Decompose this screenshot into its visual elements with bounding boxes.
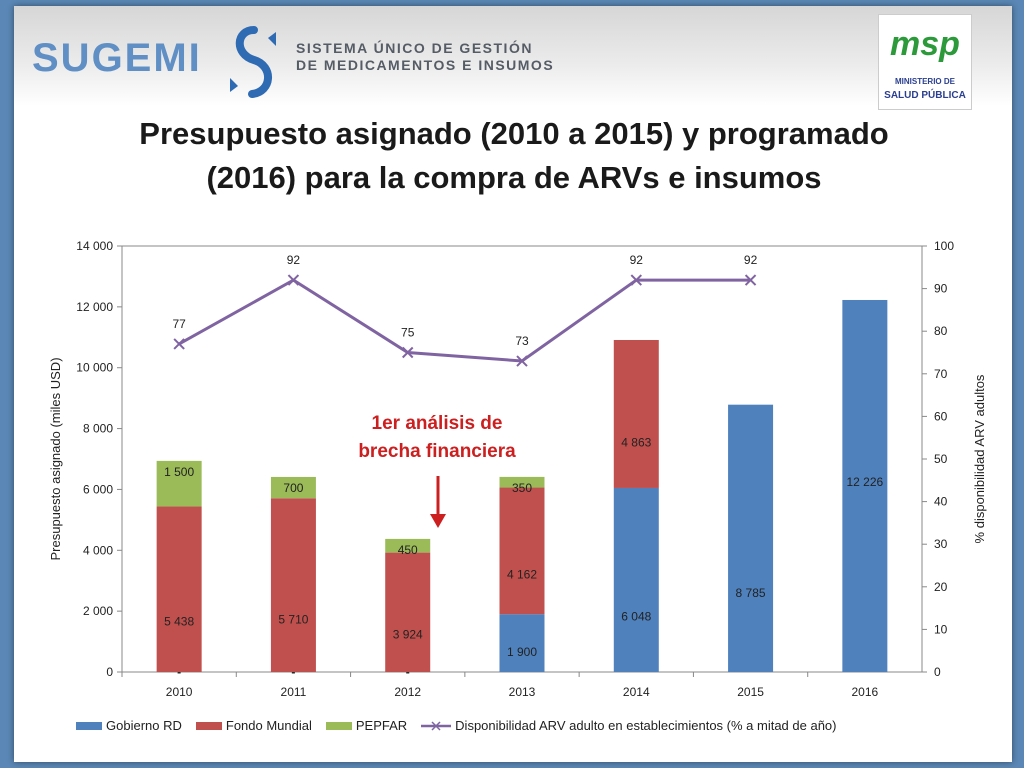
legend-swatch-fondo <box>195 721 222 730</box>
data-label-gobierno: 8 785 <box>736 586 766 600</box>
y2-tick-label: 30 <box>934 537 948 551</box>
sugemi-tagline-line1: SISTEMA ÚNICO DE GESTIÓN <box>296 40 533 56</box>
bar-fondo <box>499 487 545 615</box>
chart-legend: Gobierno RD Fondo Mundial PEPFAR Disponi… <box>76 718 976 733</box>
y-tick-label: 2 000 <box>83 604 113 618</box>
gap-annotation-line1: 1er análisis de <box>371 413 503 434</box>
data-label-pepfar: 450 <box>398 543 418 557</box>
availability-marker <box>173 338 185 350</box>
y2-tick-label: 50 <box>934 452 948 466</box>
x-tick-label: 2016 <box>852 685 879 699</box>
availability-marker <box>516 355 528 367</box>
ministry-logo-line1: MINISTERIO DE <box>894 77 955 86</box>
legend-label-gobierno: Gobierno RD <box>106 718 182 733</box>
slide-title-line1: Presupuesto asignado (2010 a 2015) y pro… <box>139 116 889 151</box>
legend-swatch-gobierno <box>76 721 102 730</box>
annotation-arrow-head <box>430 514 446 528</box>
y2-tick-label: 10 <box>934 622 948 636</box>
gap-annotation: 1er análisis de brecha financiera <box>332 410 542 466</box>
y-tick-label: 14 000 <box>76 239 113 253</box>
x-tick-label: 2013 <box>509 685 536 699</box>
data-label-fondo: 5 438 <box>164 615 194 629</box>
y-tick-label: 8 000 <box>83 422 113 436</box>
bar-pepfar <box>156 460 202 507</box>
bar-pepfar <box>270 476 316 499</box>
legend-label-availability: Disponibilidad ARV adulto en establecimi… <box>455 718 837 733</box>
data-label-pepfar: 1 500 <box>164 465 194 479</box>
availability-marker <box>630 274 642 286</box>
legend-item-fondo: Fondo Mundial <box>195 718 312 733</box>
y-tick-label: 0 <box>106 665 113 679</box>
gap-annotation-line2: brecha financiera <box>358 441 516 462</box>
legend-label-pepfar: PEPFAR <box>355 718 408 733</box>
availability-data-label: 73 <box>515 334 529 348</box>
data-label-gobierno: 1 900 <box>507 645 537 659</box>
data-label-pepfar: 350 <box>512 481 532 495</box>
bar-pepfar <box>499 476 545 488</box>
availability-data-label: 92 <box>630 253 644 267</box>
bar-pepfar <box>385 538 431 553</box>
legend-item-availability: Disponibilidad ARV adulto en establecimi… <box>421 718 837 733</box>
y2-tick-label: 100 <box>934 239 954 253</box>
x-tick-label: 2011 <box>281 685 307 699</box>
sugemi-logo-text: SUGEMI <box>32 36 202 80</box>
y2-tick-label: 90 <box>934 282 948 296</box>
sugemi-logo-icon <box>230 26 276 98</box>
legend-swatch-availability <box>421 720 452 731</box>
availability-data-label: 77 <box>172 317 186 331</box>
slide-title: Presupuesto asignado (2010 a 2015) y pro… <box>54 112 974 200</box>
slide-title-line2: (2016) para la compra de ARVs e insumos <box>206 160 822 195</box>
ministry-logo-line2: SALUD PÚBLICA <box>884 90 966 101</box>
bar-fondo <box>270 498 316 672</box>
legend-item-pepfar: PEPFAR <box>325 718 408 733</box>
legend-swatch-pepfar <box>325 721 352 730</box>
bar-fondo <box>385 552 431 672</box>
bar-fondo <box>156 506 202 672</box>
x-tick-label: 2015 <box>737 685 764 699</box>
bar-fondo <box>613 339 659 488</box>
data-label-pepfar: 700 <box>283 481 303 495</box>
y2-tick-label: 70 <box>934 367 948 381</box>
data-label-gobierno: 6 048 <box>621 609 651 623</box>
y2-tick-label: 80 <box>934 324 948 338</box>
data-label-fondo: 4 863 <box>621 436 651 450</box>
availability-marker <box>402 346 414 359</box>
y-tick-label: 6 000 <box>83 482 113 496</box>
availability-marker <box>744 274 757 286</box>
legend-label-fondo: Fondo Mundial <box>225 718 312 733</box>
slide: SUGEMI SISTEMA ÚNICO DE GESTIÓN DE MEDIC… <box>14 6 1012 762</box>
x-tick-label: 2012 <box>394 685 421 699</box>
y-tick-label: 12 000 <box>76 300 113 314</box>
availability-data-label: 92 <box>287 253 301 267</box>
data-label-fondo: 4 162 <box>507 568 537 582</box>
bar-gobierno <box>499 614 545 672</box>
ministry-logo: msp MINISTERIO DE SALUD PÚBLICA <box>878 14 972 110</box>
legend-item-gobierno: Gobierno RD <box>76 718 182 733</box>
ministry-logo-mark: msp <box>890 25 960 63</box>
sugemi-tagline: SISTEMA ÚNICO DE GESTIÓN DE MEDICAMENTOS… <box>296 40 554 74</box>
x-tick-label: 2014 <box>623 685 650 699</box>
data-label-gobierno: 12 226 <box>847 475 884 489</box>
availability-marker <box>287 274 300 286</box>
y2-tick-label: 60 <box>934 409 948 423</box>
y2-tick-label: 20 <box>934 580 948 594</box>
header-band: SUGEMI SISTEMA ÚNICO DE GESTIÓN DE MEDIC… <box>14 6 1012 110</box>
bar-gobierno <box>842 299 888 672</box>
y2-axis-title: % disponibilidad ARV adultos <box>972 374 987 543</box>
data-label-fondo: 5 710 <box>278 612 308 626</box>
sugemi-tagline-line2: DE MEDICAMENTOS E INSUMOS <box>296 57 555 73</box>
availability-data-label: 92 <box>744 253 758 267</box>
availability-data-label: 75 <box>401 326 415 340</box>
y2-tick-label: 0 <box>934 665 941 679</box>
y2-tick-label: 40 <box>934 495 948 509</box>
budget-chart: 0 2 000 4 000 6 000 8 000 10 000 12 000 14 000 0… <box>48 239 987 699</box>
y-tick-label: 10 000 <box>76 361 113 375</box>
y-tick-label: 4 000 <box>83 543 113 557</box>
availability-line <box>178 278 751 363</box>
data-label-fondo: 3 924 <box>393 628 423 642</box>
y-axis-title: Presupuesto asignado (miles USD) <box>48 357 63 560</box>
bar-gobierno <box>613 487 659 672</box>
bar-gobierno <box>728 404 774 672</box>
x-tick-label: 2010 <box>166 685 193 699</box>
